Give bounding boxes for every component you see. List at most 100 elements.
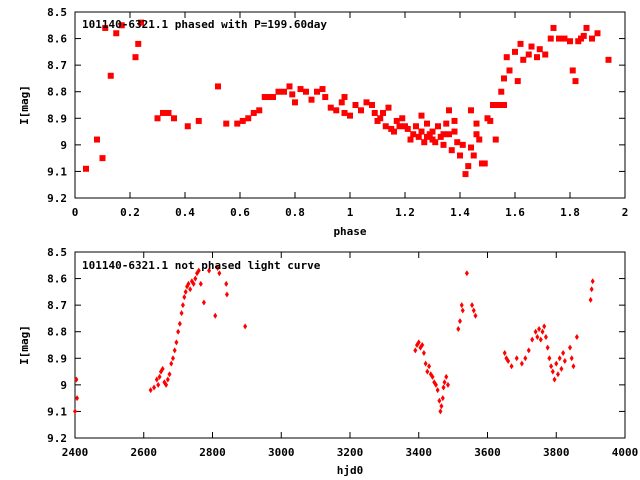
data-point: [171, 115, 177, 122]
data-point: [382, 123, 389, 130]
x-tick-label: 0.8: [285, 206, 305, 219]
data-point: [289, 91, 296, 98]
data-point: [424, 120, 430, 127]
data-point: [525, 51, 532, 58]
data-point: [473, 312, 478, 319]
y-tick-label: 8.5: [47, 246, 67, 259]
x-tick-label: 0.2: [120, 206, 140, 219]
data-point: [165, 109, 172, 116]
data-point: [193, 275, 198, 282]
data-point: [275, 88, 282, 95]
x-tick-label: 3800: [543, 446, 570, 459]
data-point: [523, 355, 528, 362]
data-point: [457, 152, 463, 159]
data-point: [170, 355, 175, 362]
chart-title: 101140-6321.1 not phased light curve: [82, 259, 321, 272]
data-point: [526, 347, 531, 354]
data-points: [73, 264, 595, 415]
data-point: [286, 83, 293, 90]
data-point: [549, 363, 554, 370]
data-point: [404, 125, 411, 132]
data-point: [561, 349, 566, 356]
data-point: [74, 376, 79, 383]
data-point: [501, 75, 507, 82]
data-point: [174, 339, 179, 346]
data-point: [557, 355, 562, 362]
x-tick-label: 3600: [474, 446, 501, 459]
data-point: [550, 24, 557, 31]
data-point: [430, 373, 435, 380]
data-point: [471, 307, 476, 314]
data-point: [138, 19, 144, 26]
data-point: [297, 86, 304, 93]
data-point: [148, 387, 153, 394]
x-tick-label: 2600: [131, 446, 158, 459]
data-point: [442, 379, 447, 386]
data-point: [509, 363, 514, 370]
y-axis-title: I[mag]: [18, 325, 31, 365]
data-point: [435, 387, 440, 394]
data-point: [520, 56, 527, 63]
data-point: [446, 107, 452, 114]
data-point: [281, 88, 287, 95]
data-point: [537, 326, 542, 333]
y-tick-label: 8.8: [47, 326, 67, 339]
data-point: [256, 107, 263, 114]
axis-ticks: [74, 11, 626, 199]
data-point: [495, 102, 502, 108]
y-axis-title: I[mag]: [18, 85, 31, 125]
data-point: [554, 360, 559, 367]
plot-frame: [74, 251, 626, 439]
data-point: [234, 120, 241, 127]
data-point: [473, 131, 480, 138]
data-point: [498, 88, 505, 95]
data-point: [413, 347, 418, 354]
data-point: [243, 323, 248, 330]
data-point: [429, 128, 436, 135]
data-point: [451, 117, 458, 124]
data-point: [574, 334, 579, 341]
data-point: [270, 94, 276, 101]
data-point: [338, 99, 345, 106]
x-axis-title: hjd0: [337, 464, 364, 477]
data-point: [418, 112, 425, 119]
x-axis-title: phase: [333, 225, 366, 238]
data-point: [476, 136, 483, 143]
data-point: [444, 373, 449, 380]
x-tick-label: 0: [72, 206, 79, 219]
data-point: [421, 349, 426, 356]
data-point: [358, 107, 364, 114]
data-point: [113, 30, 120, 37]
x-tick-label: 0.4: [175, 206, 195, 219]
data-point: [154, 115, 161, 122]
x-tick-labels: 2400 2600 2800 3000 3200 3400 3600 3800 4000: [62, 446, 639, 459]
data-point: [514, 355, 519, 362]
data-point: [487, 117, 494, 124]
data-point: [465, 163, 472, 170]
data-point: [352, 102, 359, 108]
data-point: [460, 307, 465, 314]
data-point: [198, 280, 203, 287]
data-point: [223, 120, 230, 127]
data-point: [102, 24, 109, 31]
data-point: [547, 35, 554, 42]
data-point: [588, 296, 593, 303]
data-point: [440, 141, 447, 148]
data-point: [177, 320, 182, 327]
data-point: [459, 141, 466, 148]
data-point: [435, 123, 441, 130]
data-point: [456, 326, 461, 333]
data-point: [322, 94, 329, 101]
x-tick-label: 1.2: [395, 206, 415, 219]
plot-frame: [74, 11, 626, 199]
data-point: [415, 133, 422, 140]
data-point: [385, 104, 392, 111]
data-point: [217, 270, 222, 277]
data-point: [543, 334, 548, 341]
data-point: [580, 32, 587, 39]
data-point: [132, 54, 139, 61]
x-tick-label: 4000: [612, 446, 639, 459]
data-point: [191, 280, 196, 287]
data-point: [451, 128, 458, 135]
